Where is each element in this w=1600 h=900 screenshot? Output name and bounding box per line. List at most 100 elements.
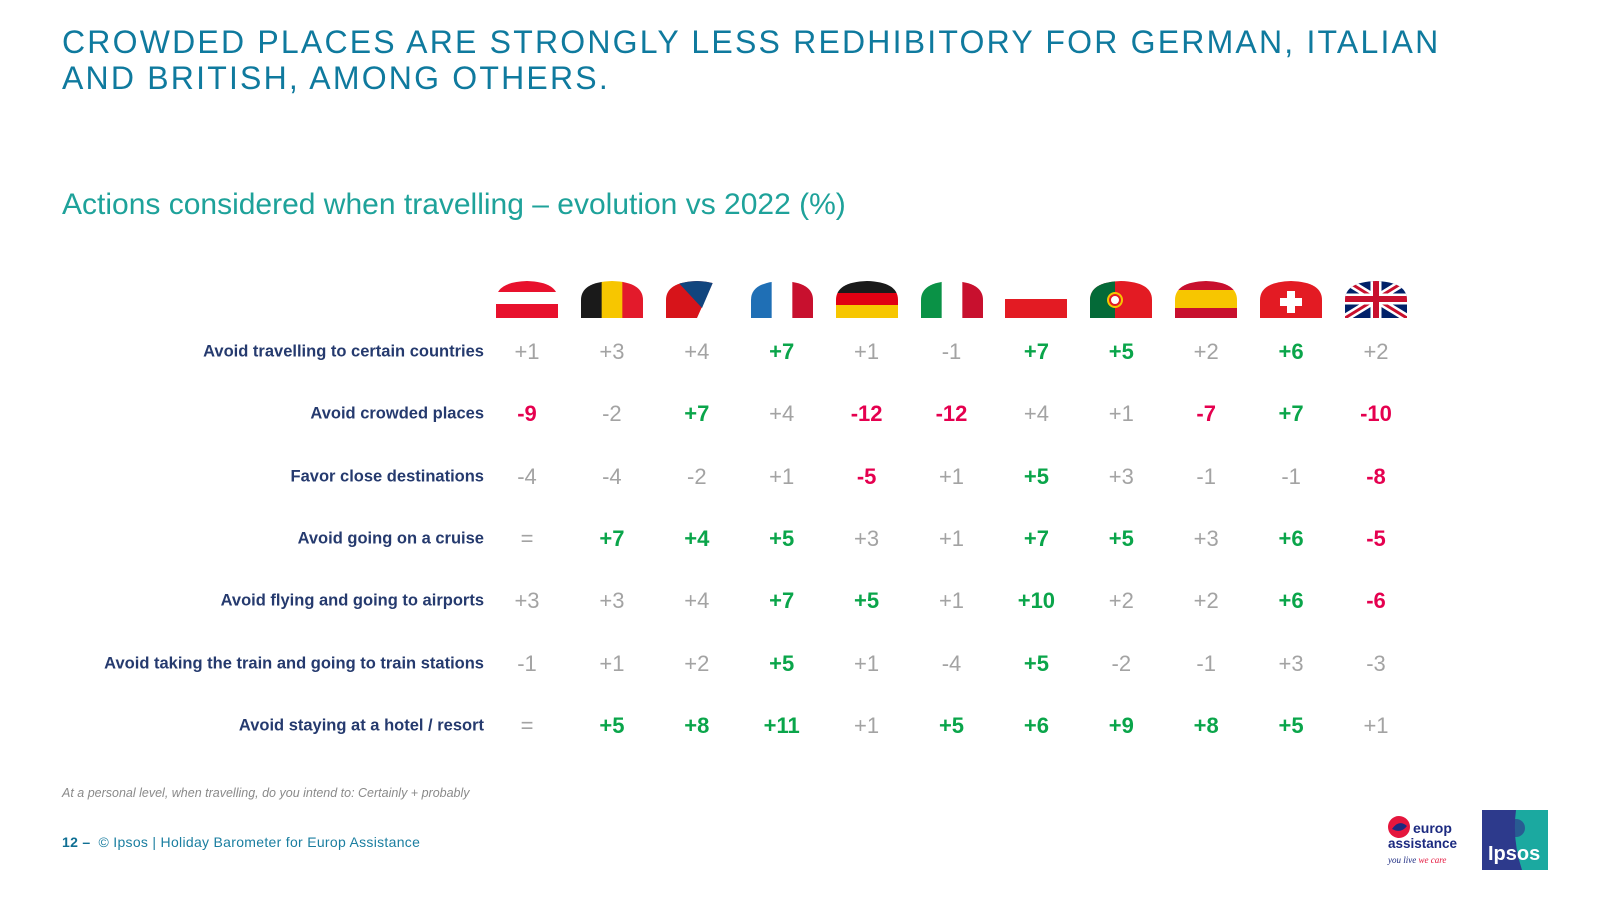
czech-republic-flag-icon	[665, 281, 728, 318]
title-line-2: AND BRITISH, AMONG OTHERS.	[62, 60, 610, 96]
europ-assistance-logo: europ assistance you live we care	[1387, 816, 1458, 865]
value-cell-up: +5	[769, 650, 795, 676]
value-cell-neutral: +3	[1193, 525, 1219, 551]
value-cell-up: +5	[1108, 525, 1134, 551]
value-cell-up: +5	[938, 712, 965, 738]
value-cell-up: +5	[854, 588, 880, 614]
value-cell-neutral: +2	[684, 650, 710, 676]
value-cell-up: +5	[1278, 712, 1304, 738]
value-cell-neutral: +3	[1278, 650, 1304, 676]
footer-text: © Ipsos | Holiday Barometer for Europ As…	[98, 834, 421, 850]
value-cell-neutral: +2	[1363, 339, 1389, 364]
page-number: 12 –	[62, 834, 91, 850]
value-cell-up: +10	[1017, 588, 1056, 614]
svg-text:you live we care: you live we care	[1387, 855, 1446, 865]
footer: 12 – © Ipsos | Holiday Barometer for Euro…	[62, 834, 420, 850]
row-label: Avoid crowded places	[310, 404, 484, 423]
value-cell-up: +7	[1023, 525, 1049, 551]
value-cell-up: +9	[1108, 712, 1134, 738]
value-cell-up: +5	[1023, 650, 1049, 676]
value-cell-neutral: -2	[1111, 650, 1132, 676]
value-cell-up: +6	[1278, 588, 1304, 614]
value-cell-neutral: +3	[854, 525, 880, 551]
value-cell-down: -5	[1366, 525, 1386, 551]
value-cell-up: +8	[684, 712, 710, 738]
value-cell-neutral: =	[520, 525, 534, 551]
value-cell-up: +4	[684, 525, 710, 551]
svg-text:Ipsos: Ipsos	[1488, 843, 1540, 865]
value-cell-up: +7	[1278, 401, 1304, 427]
question-note: At a personal level, when travelling, do…	[62, 786, 470, 800]
france-flag-icon	[750, 281, 813, 318]
value-cell-neutral: +2	[1193, 588, 1219, 614]
value-cell-neutral: +1	[854, 650, 880, 676]
value-cell-neutral: -4	[602, 463, 622, 489]
poland-flag-icon	[1005, 281, 1068, 318]
title-line-1: CROWDED PLACES ARE STRONGLY LESS REDHIBI…	[62, 24, 1441, 60]
value-cell-neutral: +1	[938, 588, 965, 614]
value-cell-neutral: -1	[1281, 463, 1301, 489]
value-cell-up: +8	[1193, 712, 1219, 738]
value-cell-up: +7	[1023, 339, 1049, 364]
value-cell-down: -12	[850, 401, 883, 427]
value-cell-neutral: =	[520, 712, 534, 738]
value-cell-up: +11	[763, 712, 800, 738]
value-cell-up: +6	[1023, 712, 1049, 738]
row-label: Avoid taking the train and going to trai…	[104, 654, 484, 672]
value-cell-neutral: +1	[769, 463, 795, 489]
belgium-flag-icon	[580, 281, 643, 318]
value-cell-up: +5	[1108, 339, 1134, 364]
value-cell-neutral: +2	[1108, 588, 1134, 614]
value-cell-neutral: +4	[1023, 401, 1049, 427]
austria-flag-icon	[496, 281, 558, 318]
value-cell-neutral: +4	[684, 588, 710, 614]
value-cell-neutral: +1	[514, 339, 540, 364]
value-cell-up: +7	[769, 588, 795, 614]
switzerland-flag-icon	[1260, 281, 1323, 318]
portugal-flag-icon	[1090, 281, 1153, 318]
value-cell-down: -5	[856, 463, 877, 489]
value-cell-neutral: +1	[1108, 401, 1134, 427]
value-cell-down: -9	[517, 401, 537, 427]
germany-flag-icon	[835, 281, 898, 318]
value-cell-up: +7	[769, 339, 795, 364]
svg-text:assistance: assistance	[1388, 836, 1458, 851]
value-cell-up: +5	[599, 712, 625, 738]
value-cell-up: +5	[1023, 463, 1049, 489]
spain-flag-icon	[1175, 281, 1238, 318]
chart-title: Actions considered when travelling – evo…	[62, 188, 846, 221]
value-cell-neutral: +1	[938, 463, 965, 489]
value-cell-neutral: -1	[517, 650, 537, 676]
value-cell-up: +7	[684, 401, 710, 427]
value-cell-neutral: +1	[854, 339, 880, 364]
ipsos-logo: Ipsos	[1482, 810, 1548, 870]
value-cell-down: -8	[1366, 463, 1386, 489]
united-kingdom-flag-icon	[1345, 281, 1407, 318]
value-cell-down: -10	[1360, 401, 1392, 427]
value-cell-down: -6	[1366, 588, 1386, 614]
value-cell-down: -7	[1196, 401, 1216, 427]
slide-title: CROWDED PLACES ARE STRONGLY LESS REDHIBI…	[62, 24, 1440, 96]
value-cell-neutral: -3	[1366, 650, 1386, 676]
value-cell-neutral: -2	[602, 401, 622, 427]
value-cell-up: +5	[769, 525, 795, 551]
row-label: Avoid travelling to certain countries	[203, 342, 484, 361]
value-cell-neutral: -1	[1196, 463, 1216, 489]
value-cell-neutral: +1	[938, 525, 965, 551]
row-label: Avoid going on a cruise	[297, 529, 484, 548]
value-cell-up: +6	[1278, 339, 1304, 364]
value-cell-neutral: +4	[769, 401, 795, 427]
italy-flag-icon	[920, 281, 983, 318]
value-cell-neutral: +1	[599, 650, 625, 676]
value-cell-neutral: +3	[599, 588, 625, 614]
value-cell-neutral: +4	[684, 339, 710, 364]
svg-text:europ: europ	[1413, 820, 1452, 836]
value-cell-neutral: -4	[517, 463, 537, 489]
value-cell-neutral: +3	[599, 339, 625, 364]
row-label: Avoid staying at a hotel / resort	[238, 716, 484, 735]
value-cell-neutral: -2	[687, 463, 707, 489]
value-cell-neutral: +3	[1108, 463, 1134, 489]
value-cell-neutral: -1	[1196, 650, 1216, 676]
value-cell-neutral: +1	[1363, 712, 1389, 738]
value-cell-neutral: +2	[1193, 339, 1219, 364]
